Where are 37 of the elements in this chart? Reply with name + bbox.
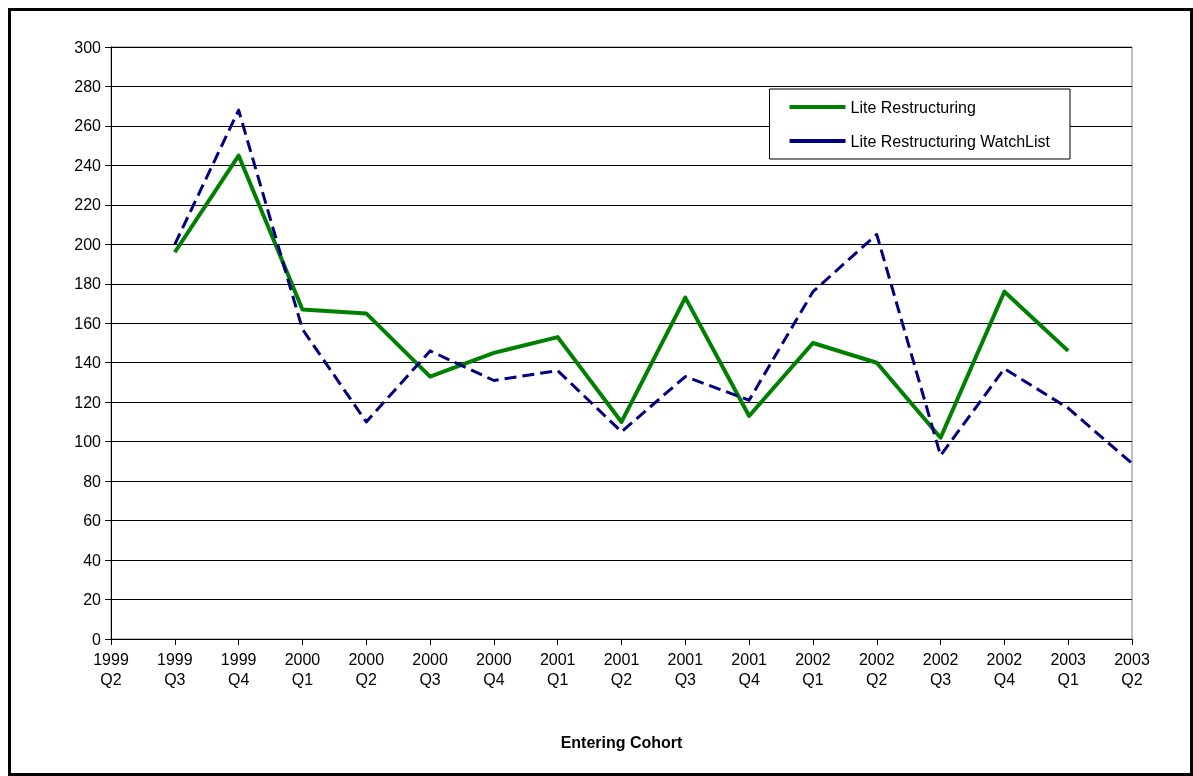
legend-label: Lite Restructuring WatchList (850, 132, 1051, 150)
y-tick-label: 180 (74, 275, 102, 293)
line-series (172, 153, 1071, 440)
x-tick-label: 2002 Q1 (795, 650, 831, 688)
x-tick-label: 2002 Q3 (922, 650, 959, 688)
x-axis-title: Entering Cohort (560, 733, 684, 751)
legend-label: Lite Restructuring (850, 98, 976, 116)
y-tick-label: 200 (74, 235, 102, 253)
x-tick-label: 2002 Q4 (986, 650, 1023, 688)
x-tick-label: 1999 Q3 (157, 650, 193, 688)
x-tick-label: 2003 Q2 (1114, 650, 1150, 688)
x-tick-label: 2000 Q3 (412, 650, 448, 688)
x-tick-label: 2003 Q1 (1050, 650, 1087, 688)
y-tick-label: 120 (74, 393, 102, 411)
y-tick-label: 80 (83, 472, 102, 490)
x-tick-label: 2002 Q2 (858, 650, 895, 688)
y-tick-label: 300 (74, 38, 102, 56)
x-tick-label: 2000 Q2 (348, 650, 385, 688)
x-tick-label: 1999 Q2 (93, 650, 129, 688)
x-tick-label: 1999 Q4 (220, 650, 257, 688)
y-tick-label: 20 (83, 591, 102, 609)
y-tick-label: 280 (74, 77, 102, 95)
x-tick-label: 2000 Q1 (284, 650, 321, 688)
y-tick-label: 220 (74, 196, 102, 214)
y-tick-label: 40 (83, 551, 102, 569)
y-tick-label: 140 (74, 354, 102, 372)
y-tick-label: 0 (92, 630, 102, 648)
y-tick-label: 100 (74, 433, 102, 451)
y-tick-label: 160 (74, 314, 102, 332)
x-tick-label: 2001 Q2 (603, 650, 640, 688)
y-tick-label: 240 (74, 156, 102, 174)
x-tick-label: 2001 Q3 (667, 650, 704, 688)
y-tick-label: 260 (74, 117, 102, 135)
y-tick-label: 60 (83, 512, 102, 530)
x-tick-label: 2001 Q4 (731, 650, 768, 688)
x-tick-label: 2000 Q4 (476, 650, 512, 688)
x-tick-label: 2001 Q1 (539, 650, 576, 688)
